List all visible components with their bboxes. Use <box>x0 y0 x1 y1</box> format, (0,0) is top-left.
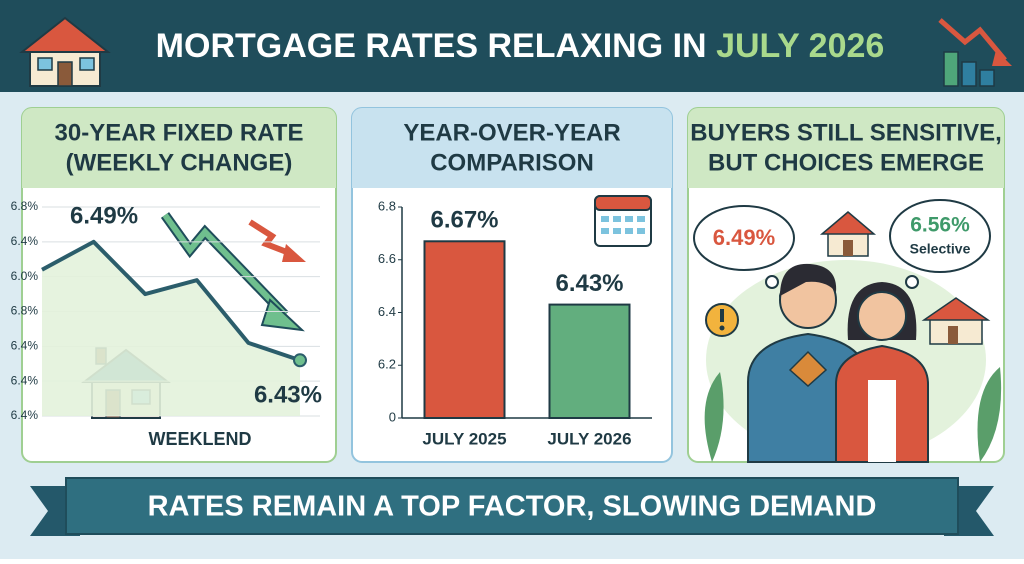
header-band <box>0 0 1024 92</box>
panel-title: BUT CHOICES EMERGE <box>708 149 984 176</box>
panel-title: YEAR-OVER-YEAR <box>403 119 620 146</box>
thought-bubble-right <box>889 199 991 301</box>
value-label: 6.67% <box>430 207 498 234</box>
line-area <box>42 241 300 416</box>
y-tick-label: 6.4% <box>11 339 39 353</box>
bar <box>548 303 631 419</box>
calendar-icon <box>594 195 652 247</box>
y-tick-label: 6.6 <box>378 251 396 266</box>
title-text: MORTGAGE RATES RELAXING IN <box>156 27 716 65</box>
annotation: 6.49% <box>70 202 138 229</box>
x-axis-label: WEEKLEND <box>149 429 252 449</box>
panel-title: 30-YEAR FIXED RATE <box>55 119 304 146</box>
bubble-text: 6.49% <box>713 225 775 250</box>
x-tick-label: JULY 2026 <box>547 429 631 448</box>
y-tick-label: 6.4% <box>11 234 39 248</box>
banner <box>30 477 994 536</box>
y-tick-label: 6.8% <box>11 304 39 318</box>
y-tick-label: 6.0% <box>11 269 39 283</box>
x-tick-label: JULY 2025 <box>422 429 506 448</box>
banner-text: RATES REMAIN A TOP FACTOR, SLOWING DEMAN… <box>148 491 877 523</box>
house-icon <box>19 16 111 87</box>
down-arrow-icon <box>248 219 306 262</box>
panel-title: (WEEKLY CHANGE) <box>66 149 293 176</box>
y-tick-label: 6.2 <box>378 357 396 372</box>
y-tick-label: 6.4% <box>11 373 39 387</box>
people <box>747 263 929 463</box>
house-panel3 <box>819 211 991 345</box>
thought-bubble-left <box>693 205 795 301</box>
annotation: 6.43% <box>254 381 322 408</box>
y-tick-label: 6.8 <box>378 198 396 213</box>
alert-icon <box>705 303 739 337</box>
panel-title: BUYERS STILL SENSITIVE, <box>690 119 1002 146</box>
y-tick-label: 6.4% <box>11 408 39 422</box>
y-tick-label: 6.8% <box>11 199 39 213</box>
trend-icon <box>938 18 1012 87</box>
bubble-note: Selective <box>910 241 971 257</box>
leaves <box>704 367 1002 462</box>
y-tick-label: 6.4 <box>378 304 396 319</box>
end-point <box>293 353 307 368</box>
value-label: 6.43% <box>555 270 623 297</box>
panel-title: COMPARISON <box>430 149 594 176</box>
title-highlight: JULY 2026 <box>716 27 884 65</box>
line-series <box>41 239 301 363</box>
trend-arrow <box>160 212 305 332</box>
header-title: MORTGAGE RATES RELAXING IN JULY 2026 <box>156 27 885 65</box>
bubble-text: 6.56% <box>910 214 970 237</box>
y-tick-label: 0 <box>389 409 396 424</box>
bar <box>423 240 506 419</box>
